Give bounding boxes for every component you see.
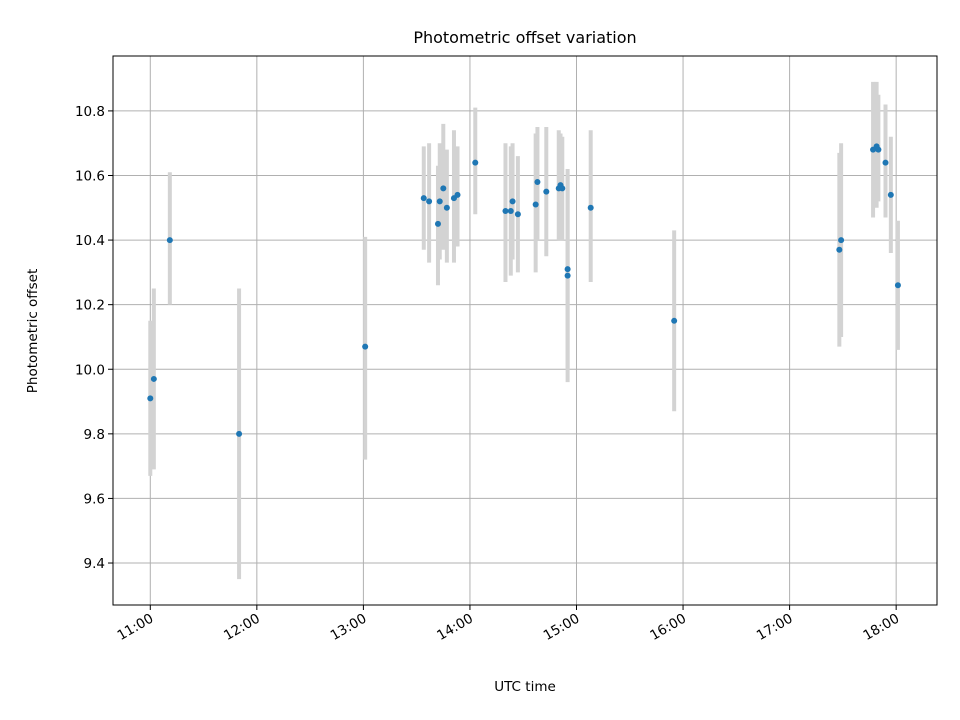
y-tick-label: 9.4 [84, 556, 105, 572]
data-point [875, 146, 882, 153]
data-point [534, 178, 541, 185]
data-point-layer [147, 143, 901, 437]
x-axis-label: UTC time [494, 679, 556, 695]
y-tick-label: 10.4 [75, 233, 105, 249]
grid-layer [113, 56, 937, 605]
x-tick-label: 16:00 [647, 611, 689, 644]
x-tick-label: 12:00 [221, 611, 263, 644]
data-point [150, 375, 157, 382]
data-point [887, 191, 894, 198]
data-point [671, 317, 678, 324]
error-bar-layer [148, 81, 900, 580]
data-point [236, 430, 243, 437]
data-point [532, 201, 539, 208]
x-tick-label: 11:00 [115, 611, 157, 644]
x-tick-label: 13:00 [328, 611, 370, 644]
y-tick-label: 10.0 [75, 362, 105, 378]
data-point [559, 185, 566, 192]
data-point [894, 282, 901, 289]
x-tick-label: 18:00 [860, 611, 902, 644]
data-point [440, 185, 447, 192]
x-tick-label: 17:00 [754, 611, 796, 644]
data-point [502, 208, 509, 215]
data-point [507, 208, 514, 215]
data-point [472, 159, 479, 166]
data-point [509, 198, 516, 205]
data-point [514, 211, 521, 218]
plot-frame [112, 55, 938, 606]
data-point [838, 237, 845, 244]
data-point [420, 195, 427, 202]
y-tick-label: 9.6 [84, 491, 105, 507]
data-point [443, 204, 450, 211]
chart-title: Photometric offset variation [413, 28, 636, 47]
y-axis-label: Photometric offset [25, 269, 41, 393]
data-point [564, 272, 571, 279]
data-point [543, 188, 550, 195]
y-tick-label: 10.8 [75, 104, 105, 120]
data-point [434, 220, 441, 227]
data-point [166, 237, 173, 244]
data-point [836, 246, 843, 253]
data-point [454, 191, 461, 198]
y-tick-label: 9.8 [84, 427, 105, 443]
y-tick-label: 10.6 [75, 168, 105, 184]
data-point [564, 266, 571, 273]
data-point [362, 343, 369, 350]
data-point [882, 159, 889, 166]
data-point [587, 204, 594, 211]
data-point [426, 198, 433, 205]
y-tick-label: 10.2 [75, 298, 105, 314]
x-tick-label: 15:00 [541, 611, 583, 644]
x-tick-label: 14:00 [434, 611, 476, 644]
data-point [147, 395, 154, 402]
data-point [436, 198, 443, 205]
